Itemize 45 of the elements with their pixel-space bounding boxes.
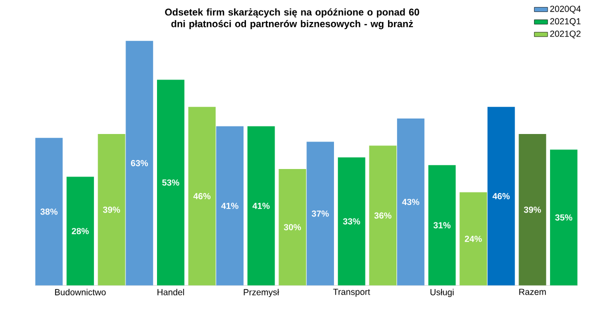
bar: [98, 134, 126, 286]
bar: [216, 126, 244, 286]
bar: [397, 118, 424, 286]
data-label: 46%: [492, 193, 510, 200]
bar: [66, 176, 94, 286]
x-tick-label: Przemysł: [244, 288, 280, 298]
bar: [188, 107, 216, 286]
legend-label: 2021Q1: [550, 18, 581, 26]
data-label: 41%: [252, 202, 270, 210]
bar: [35, 138, 63, 286]
x-tick-label: Budownictwo: [55, 288, 106, 296]
data-label: 36%: [374, 212, 392, 219]
data-label: 41%: [221, 202, 238, 210]
legend-label: 2020Q4: [550, 6, 581, 14]
data-label: 28%: [72, 228, 89, 234]
bar: [306, 142, 334, 286]
data-label: 39%: [524, 206, 541, 213]
bar: [369, 146, 397, 286]
bar: [460, 192, 487, 286]
data-label: 31%: [433, 222, 451, 228]
bar: [278, 169, 306, 286]
data-label: 37%: [312, 210, 329, 217]
x-tick-label: Handel: [158, 288, 184, 296]
x-tick-label: Razem: [519, 288, 546, 296]
data-label: 46%: [193, 193, 211, 200]
legend-label: 2021Q2: [550, 30, 581, 39]
data-label: 24%: [464, 236, 482, 242]
data-label: 53%: [162, 180, 180, 186]
data-label: 30%: [284, 224, 301, 230]
bar: [518, 134, 546, 286]
bar: [428, 165, 456, 286]
data-label: 39%: [102, 206, 120, 213]
x-tick-label: Usługi: [430, 288, 454, 298]
bar: [157, 80, 184, 286]
data-label: 33%: [343, 218, 360, 225]
data-label: 38%: [40, 208, 58, 215]
bar: [247, 126, 275, 286]
bar: [487, 107, 515, 286]
x-tick-label: Transport: [333, 288, 370, 297]
chart-title: Odsetek firm skarżących się na opóźnione o ponad 60 dni płatności od partnerów biznesowych - wg branż: [165, 8, 420, 30]
data-label: 35%: [555, 214, 572, 221]
data-label: 43%: [402, 198, 420, 206]
bar: [126, 41, 154, 286]
bar: [338, 157, 366, 286]
data-label: 63%: [130, 160, 148, 166]
